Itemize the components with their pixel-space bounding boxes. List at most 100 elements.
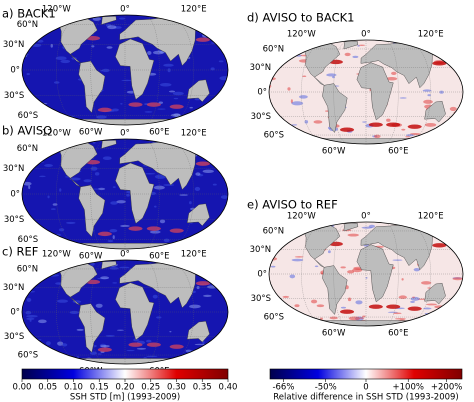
texture [121,79,133,82]
map-border [21,259,229,365]
lat-label: 0° [10,190,20,200]
texture [152,50,164,55]
texture [179,194,189,196]
lat-label: 30°S [4,91,24,101]
texture [316,304,325,308]
texture [153,185,165,190]
texture [97,187,106,191]
hotspot [97,107,112,113]
texture [195,172,201,176]
texture [120,103,123,105]
texture [183,143,194,148]
lat-label: 0° [257,270,267,280]
land [46,262,98,306]
hotspot [386,304,401,309]
texture [422,89,432,92]
texture [26,72,30,76]
graticule [301,40,337,144]
texture [50,208,56,210]
texture [207,32,215,35]
texture [189,304,201,309]
texture [58,228,65,232]
hotspot [340,309,355,314]
land [186,79,210,103]
texture [199,267,207,271]
colorbar-tick-label: 0.20 [116,383,135,393]
texture [194,19,198,22]
texture [169,331,172,333]
texture [393,312,402,315]
lon-label: 60°E [149,252,169,262]
texture [423,99,433,104]
texture [54,121,65,123]
texture [143,172,156,175]
texture [120,224,130,228]
texture [126,349,135,352]
texture [401,278,404,281]
lon-label: 60°E [388,329,408,339]
hotspot [146,342,161,347]
texture [136,347,147,350]
texture [111,108,119,112]
texture [410,296,420,301]
texture [167,360,174,362]
lon-label: 120°W [42,250,71,260]
texture [133,338,139,342]
map-border [268,39,464,145]
texture [83,179,92,183]
texture [195,261,203,265]
texture [157,108,166,110]
texture [43,262,53,267]
texture [196,285,200,290]
texture [97,353,102,355]
texture [36,346,46,351]
texture [186,359,194,361]
texture [112,282,118,284]
texture [60,59,71,64]
texture [168,90,176,93]
texture [282,295,290,298]
graticule [90,139,110,249]
texture [163,184,175,186]
hotspot [195,281,210,286]
texture [295,132,304,136]
texture [156,316,162,319]
colorbar-tick-label: +100% [393,383,424,393]
lon-label: 60°W [79,128,103,138]
texture [96,115,107,119]
panel-title: c) REF [2,245,38,259]
lon-label: 60°E [388,147,408,157]
land [292,42,341,86]
texture [340,266,346,269]
texture [163,238,170,243]
lon-label: 120°E [181,5,207,15]
hotspot [128,102,143,107]
texture [55,56,67,61]
lon-label: 120°W [287,212,316,222]
land [186,203,210,227]
hotspot [432,61,447,66]
texture [107,239,114,243]
texture [426,303,437,306]
texture [284,235,293,239]
graticule [140,139,160,249]
texture [352,55,359,59]
colorbar-tick-label: 0.30 [167,383,186,393]
texture [449,106,457,111]
texture [172,91,184,96]
texture [386,118,391,122]
texture [313,320,320,323]
lat-label: 30°N [3,40,24,50]
graticule [140,15,160,125]
texture [119,17,126,20]
texture [311,299,318,304]
hotspot [195,37,210,42]
texture [365,276,368,279]
lon-label: 60°W [322,329,346,339]
hotspot [169,344,184,349]
texture [93,345,97,348]
colorbar-label: Relative difference in SSH STD (1993-200… [273,393,459,402]
lat-label: 0° [10,66,20,76]
texture [94,172,100,176]
texture [173,113,181,117]
